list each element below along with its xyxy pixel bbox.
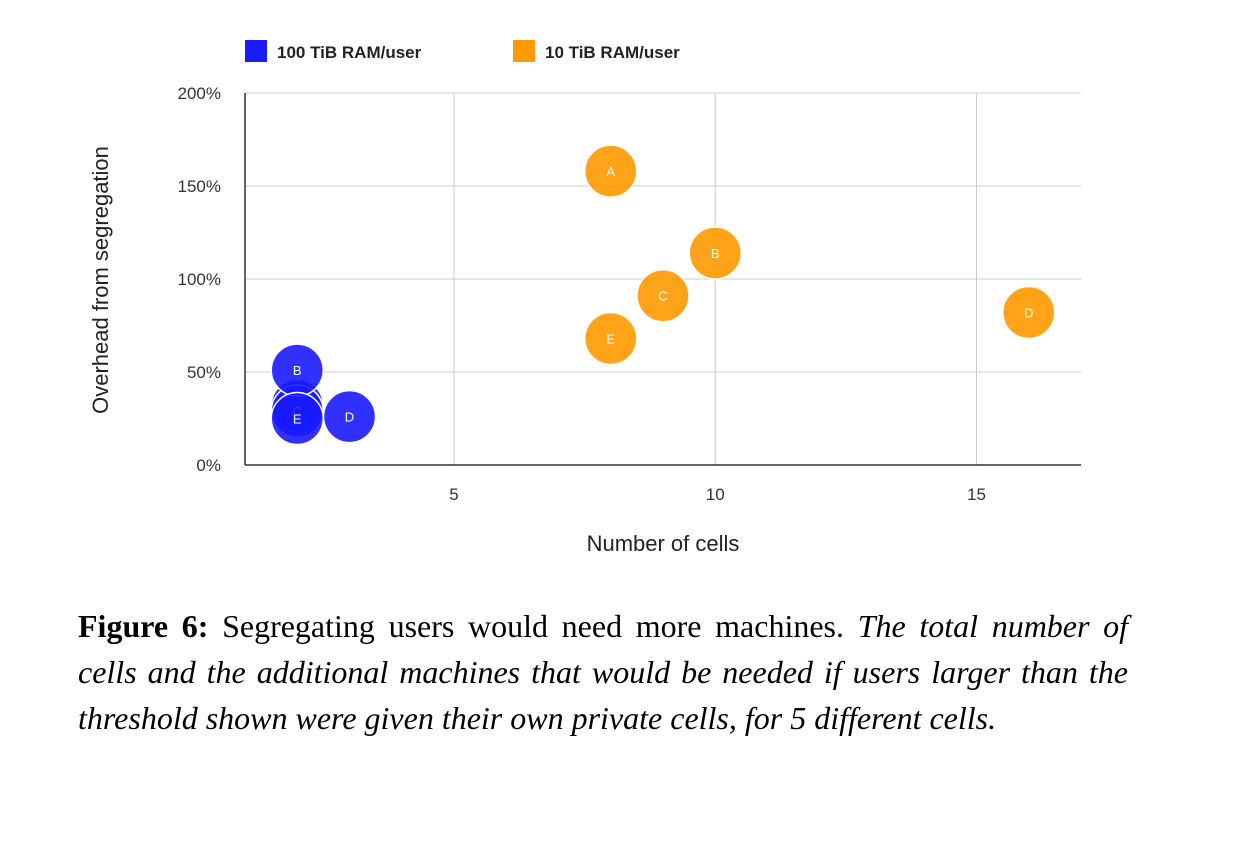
point-label: A xyxy=(606,164,615,179)
x-tick-labels: 5 10 15 xyxy=(449,485,986,504)
legend-swatch xyxy=(513,40,535,62)
y-tick-label: 50% xyxy=(187,363,221,382)
point-bubble xyxy=(584,144,638,198)
point-label: E xyxy=(606,332,615,347)
legend-item: 10 TiB RAM/user xyxy=(513,40,680,62)
legend-label: 10 TiB RAM/user xyxy=(545,43,680,62)
figure-caption: Figure 6: Segregating users would need m… xyxy=(78,603,1128,741)
caption-label: Figure 6: xyxy=(78,608,209,644)
data-point: E xyxy=(270,391,324,446)
point-bubble xyxy=(1002,285,1056,340)
x-tick-label: 15 xyxy=(967,485,986,504)
data-point: B xyxy=(688,226,742,280)
scatter-chart: 100 TiB RAM/user 10 TiB RAM/user 0%50%100… xyxy=(88,40,1081,556)
data-point: E xyxy=(584,311,638,366)
data-point: C xyxy=(636,268,690,323)
point-label: D xyxy=(345,410,354,425)
y-axis-label: Overhead from segregation xyxy=(88,146,113,414)
point-bubble xyxy=(636,268,690,323)
legend: 100 TiB RAM/user 10 TiB RAM/user xyxy=(245,40,680,62)
data-points: ACBEDABCED xyxy=(270,144,1056,446)
y-tick-label: 100% xyxy=(178,270,221,289)
data-point: D xyxy=(322,389,377,444)
point-bubble xyxy=(322,389,377,444)
point-bubble xyxy=(584,311,638,366)
point-bubble xyxy=(688,226,742,280)
point-label: B xyxy=(711,246,720,261)
point-label: B xyxy=(293,363,302,378)
x-axis-label: Number of cells xyxy=(587,531,740,556)
legend-label: 100 TiB RAM/user xyxy=(277,43,422,62)
y-tick-label: 200% xyxy=(178,84,221,103)
y-tick-label: 0% xyxy=(196,456,221,475)
data-point: D xyxy=(1002,285,1056,340)
point-label: E xyxy=(293,412,302,427)
data-point: A xyxy=(584,144,638,198)
caption-body: The total number of cells and the additi… xyxy=(78,608,1129,736)
x-tick-label: 5 xyxy=(449,485,458,504)
caption-lead: Segregating users would need more machin… xyxy=(222,608,845,644)
x-tick-label: 10 xyxy=(706,485,725,504)
point-label: C xyxy=(658,289,667,304)
y-tick-label: 150% xyxy=(178,177,221,196)
point-label: D xyxy=(1024,305,1033,320)
legend-item: 100 TiB RAM/user xyxy=(245,40,422,62)
legend-swatch xyxy=(245,40,267,62)
y-tick-labels: 0% 50% 100% 150% 200% xyxy=(178,84,221,475)
data-point: B xyxy=(270,343,324,397)
axes xyxy=(244,93,1081,466)
